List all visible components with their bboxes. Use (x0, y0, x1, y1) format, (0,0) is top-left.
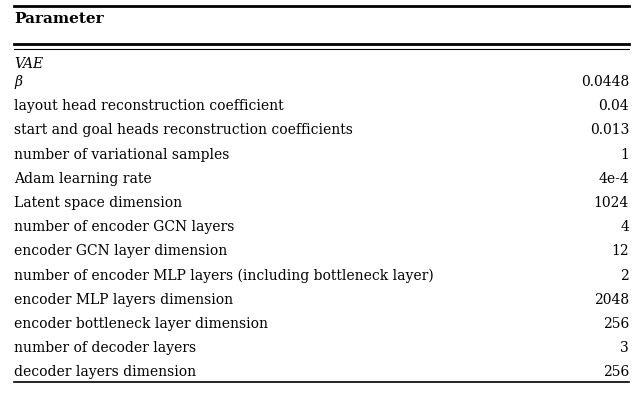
Text: start and goal heads reconstruction coefficients: start and goal heads reconstruction coef… (14, 123, 353, 137)
Text: 12: 12 (611, 244, 629, 258)
Text: 3: 3 (620, 341, 629, 355)
Text: 0.04: 0.04 (598, 99, 629, 113)
Text: 1: 1 (620, 147, 629, 162)
Text: 4e-4: 4e-4 (598, 172, 629, 186)
Text: Latent space dimension: Latent space dimension (14, 196, 182, 210)
Text: encoder GCN layer dimension: encoder GCN layer dimension (14, 244, 227, 258)
Text: 2048: 2048 (594, 293, 629, 307)
Text: 0.0448: 0.0448 (581, 75, 629, 89)
Text: encoder MLP layers dimension: encoder MLP layers dimension (14, 293, 233, 307)
Text: 2: 2 (620, 269, 629, 283)
Text: Adam learning rate: Adam learning rate (14, 172, 152, 186)
Text: 1024: 1024 (594, 196, 629, 210)
Text: β: β (14, 75, 22, 89)
Text: number of decoder layers: number of decoder layers (14, 341, 196, 355)
Text: 256: 256 (603, 317, 629, 331)
Text: VAE: VAE (14, 57, 44, 71)
Text: 4: 4 (620, 220, 629, 234)
Text: number of encoder MLP layers (including bottleneck layer): number of encoder MLP layers (including … (14, 269, 434, 283)
Text: 0.013: 0.013 (589, 123, 629, 137)
Text: number of encoder GCN layers: number of encoder GCN layers (14, 220, 234, 234)
Text: Parameter: Parameter (14, 12, 104, 26)
Text: encoder bottleneck layer dimension: encoder bottleneck layer dimension (14, 317, 268, 331)
Text: layout head reconstruction coefficient: layout head reconstruction coefficient (14, 99, 284, 113)
Text: 256: 256 (603, 365, 629, 379)
Text: number of variational samples: number of variational samples (14, 147, 230, 162)
Text: decoder layers dimension: decoder layers dimension (14, 365, 196, 379)
